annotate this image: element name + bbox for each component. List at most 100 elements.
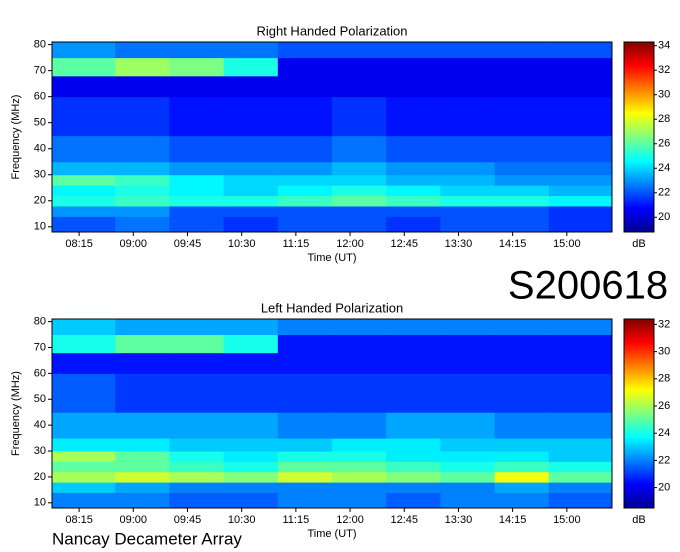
heatmap-cell	[115, 96, 170, 137]
y-tick-label: 60	[34, 91, 46, 103]
heatmap-cell	[223, 195, 279, 207]
heatmap-cell	[548, 96, 613, 137]
heatmap-cell	[386, 412, 441, 439]
heatmap-cell	[52, 185, 116, 197]
heatmap-cell	[52, 161, 116, 176]
heatmap-cell	[548, 451, 613, 462]
heatmap-cell	[494, 96, 550, 137]
heatmap-cell	[332, 216, 387, 233]
heatmap-cell	[332, 319, 387, 336]
x-tick-label: 12:00	[336, 238, 364, 250]
heatmap-cell	[548, 492, 613, 509]
heatmap-cell	[386, 352, 441, 374]
heatmap-cell	[494, 135, 550, 163]
heatmap-cell	[223, 461, 279, 473]
x-axis-label: Time (UT)	[307, 528, 356, 540]
heatmap-cell	[386, 334, 441, 354]
x-tick-label: 12:00	[336, 514, 364, 526]
heatmap-cell	[277, 412, 333, 439]
heatmap-cell	[440, 75, 496, 98]
heatmap-cell	[115, 185, 170, 197]
heatmap-cell	[277, 461, 333, 473]
x-tick-label: 08:15	[65, 238, 93, 250]
heatmap-cell	[52, 216, 116, 233]
heatmap-cell	[223, 438, 279, 452]
y-axis-label: Frequency (MHz)	[10, 95, 22, 180]
heatmap-cell	[223, 135, 279, 163]
source-label: Nancay Decameter Array	[52, 529, 242, 548]
heatmap-cell	[494, 438, 550, 452]
heatmap-cell	[494, 319, 550, 336]
x-tick-label: 10:30	[228, 514, 256, 526]
heatmap-cell	[52, 438, 116, 452]
heatmap-cell	[115, 319, 170, 336]
heatmap-cell	[115, 205, 170, 217]
heatmap-cell	[169, 319, 225, 336]
heatmap-cell	[548, 216, 613, 233]
heatmap-cell	[332, 96, 387, 137]
heatmap-cell	[440, 352, 496, 374]
heatmap-cell	[386, 174, 441, 186]
heatmap-cell	[332, 412, 387, 439]
heatmap-cell	[494, 412, 550, 439]
heatmap-cell	[223, 185, 279, 197]
heatmap-cell	[115, 482, 170, 493]
heatmap-cell	[52, 461, 116, 473]
heatmap-cell	[440, 96, 496, 137]
heatmap-cell	[115, 451, 170, 462]
heatmap-cell	[332, 195, 387, 207]
heatmap-cell	[332, 373, 387, 413]
colorbar-tick-label: 28	[658, 113, 670, 125]
colorbar-label: dB	[632, 514, 645, 526]
heatmap-cell	[494, 492, 550, 509]
heatmap-cell	[277, 96, 333, 137]
x-tick-label: 09:45	[174, 514, 202, 526]
heatmap-cell	[440, 57, 496, 77]
heatmap-cell	[52, 135, 116, 163]
heatmap-cell	[223, 319, 279, 336]
y-tick-label: 70	[34, 65, 46, 77]
heatmap-cell	[332, 352, 387, 374]
heatmap-cell	[440, 161, 496, 176]
heatmap-cell	[494, 471, 550, 483]
heatmap-cell	[169, 205, 225, 217]
heatmap-cell	[548, 482, 613, 493]
colorbar-tick-label: 30	[658, 89, 670, 101]
heatmap-cell	[548, 334, 613, 354]
heatmap-cell	[548, 42, 613, 59]
heatmap-cell	[52, 451, 116, 462]
heatmap-cell	[332, 482, 387, 493]
heatmap-cell	[440, 461, 496, 473]
heatmap-cell	[52, 412, 116, 439]
heatmap-cell	[440, 319, 496, 336]
heatmap-cell	[169, 42, 225, 59]
heatmap-cell	[332, 334, 387, 354]
heatmap-cell	[115, 438, 170, 452]
heatmap-cell	[52, 471, 116, 483]
heatmap-cell	[223, 334, 279, 354]
heatmap-cell	[494, 334, 550, 354]
y-tick-label: 80	[34, 39, 46, 51]
heatmap-cell	[548, 461, 613, 473]
heatmap-cell	[169, 451, 225, 462]
heatmap-cell	[277, 205, 333, 217]
heatmap-cell	[52, 42, 116, 59]
heatmap-cell	[440, 42, 496, 59]
heatmap-cell	[223, 205, 279, 217]
heatmap-cell	[440, 135, 496, 163]
x-tick-label: 10:30	[228, 238, 256, 250]
heatmap-cell	[440, 438, 496, 452]
heatmap-cell	[277, 185, 333, 197]
colorbar-tick-label: 30	[658, 346, 670, 358]
heatmap-cell	[169, 412, 225, 439]
heatmap-cell	[440, 492, 496, 509]
heatmap-cell	[440, 174, 496, 186]
heatmap-cell	[548, 75, 613, 98]
heatmap-cell	[52, 195, 116, 207]
heatmap-cell	[440, 373, 496, 413]
heatmap-cell	[169, 438, 225, 452]
heatmap-cell	[494, 451, 550, 462]
heatmap-cell	[332, 42, 387, 59]
heatmap-cell	[169, 195, 225, 207]
colorbar	[623, 318, 655, 509]
